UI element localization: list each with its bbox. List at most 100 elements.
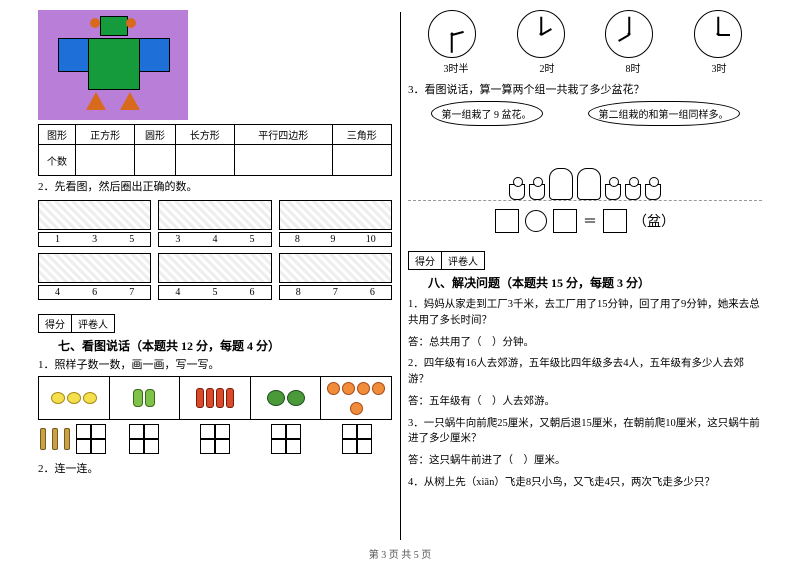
lemon-icon: [51, 392, 65, 404]
hour-hand: [718, 34, 730, 36]
n: 10: [366, 234, 376, 245]
count-tri[interactable]: [332, 145, 391, 176]
robot-arm-right: [138, 38, 170, 72]
flowerpot-icon: [509, 184, 525, 200]
fruit-cell-orange: [321, 377, 391, 419]
robot-foot-right: [120, 92, 140, 110]
robot-figure: [38, 10, 188, 120]
score-box-7: 得分 评卷人: [38, 314, 115, 333]
n: 4: [212, 234, 217, 245]
robot-foot-left: [86, 92, 106, 110]
num-choice[interactable]: 1 3 5: [38, 232, 151, 247]
robot-ear-left: [90, 18, 100, 28]
sec7-q2: 2．连一连。: [38, 460, 392, 476]
card-4: 4 6 7: [38, 253, 151, 300]
robot-body: [88, 38, 140, 90]
answer-cell[interactable]: [109, 424, 180, 454]
garden-scene: [408, 130, 762, 201]
question-text: 3．一只蜗牛向前爬25厘米，又朝后退15厘米，在朝前爬10厘米，这只蜗牛前进了多…: [408, 416, 762, 448]
fruit-cell-carrot: [180, 377, 251, 419]
grader-label: 评卷人: [442, 252, 484, 269]
n: 4: [175, 287, 180, 298]
clock-2: [517, 10, 565, 58]
count-square[interactable]: [76, 145, 135, 176]
n: 6: [250, 287, 255, 298]
card-6: 8 7 6: [279, 253, 392, 300]
num-choice[interactable]: 4 5 6: [158, 285, 271, 300]
col-tri: 三角形: [332, 125, 391, 145]
n: 9: [330, 234, 335, 245]
equals-sign: ＝: [583, 211, 597, 231]
tally-icon: [40, 428, 46, 450]
n: 3: [92, 234, 97, 245]
input-box[interactable]: [495, 209, 519, 233]
equation-row[interactable]: ＝ （盆）: [408, 209, 762, 233]
robot-ear-right: [126, 18, 136, 28]
section-8-title: 八、解决问题（本题共 15 分，每题 3 分）: [428, 276, 650, 290]
grader-label: 评卷人: [72, 315, 114, 332]
fruit-cell-watermelon: [251, 377, 322, 419]
doodle-icon: [38, 253, 151, 283]
num-choice[interactable]: 4 6 7: [38, 285, 151, 300]
score-box-8: 得分 评卷人: [408, 251, 485, 270]
card-2: 3 4 5: [158, 200, 271, 247]
num-choice[interactable]: 8 9 10: [279, 232, 392, 247]
hour-hand: [618, 34, 629, 42]
num-choice[interactable]: 8 7 6: [279, 285, 392, 300]
answer-cell[interactable]: [38, 424, 109, 454]
robot-head: [100, 16, 128, 36]
clock-3: [605, 10, 653, 58]
count-para[interactable]: [234, 145, 332, 176]
section-7-title: 七、看图说话（本题共 12 分，每题 4 分）: [58, 339, 280, 353]
col-circle: 圆形: [135, 125, 175, 145]
clock-label: 3时: [712, 60, 727, 75]
column-divider: [400, 12, 401, 540]
count-rect[interactable]: [175, 145, 234, 176]
carrot-icon: [216, 388, 224, 408]
watermelon-icon: [287, 390, 305, 406]
answer-line[interactable]: 答：这只蜗牛前进了（ ）厘米。: [408, 453, 762, 469]
pepper-icon: [145, 389, 155, 407]
hour-hand: [540, 28, 551, 36]
answer-line[interactable]: 答：五年级有（ ）人去郊游。: [408, 394, 762, 410]
doodle-icon: [38, 200, 151, 230]
q3-text: 3．看图说话，算一算两个组一共栽了多少盆花？: [408, 81, 762, 97]
orange-icon: [327, 382, 340, 395]
count-row-1: 1 3 5 3 4 5 8 9 10: [38, 200, 392, 247]
q8-4: 4．从树上先（xiān）飞走8只小鸟，又飞走4只，两次飞走多少只？: [408, 475, 762, 491]
child-icon: [577, 168, 601, 200]
n: 1: [55, 234, 60, 245]
left-column: 图形 正方形 圆形 长方形 平行四边形 三角形 个数 2．先看图，然后圈出正确的…: [30, 10, 400, 545]
pepper-icon: [133, 389, 143, 407]
num-choice[interactable]: 3 4 5: [158, 232, 271, 247]
shapes-count-table: 图形 正方形 圆形 长方形 平行四边形 三角形 个数: [38, 124, 392, 176]
answer-cell[interactable]: [250, 424, 321, 454]
grid-box: [342, 424, 372, 454]
grid-box: [129, 424, 159, 454]
question-text: 2．四年级有16人去郊游，五年级比四年级多去4人，五年级有多少人去郊游？: [408, 356, 762, 388]
input-box[interactable]: [553, 209, 577, 233]
answer-cell[interactable]: [321, 424, 392, 454]
n: 6: [370, 287, 375, 298]
hour-hand: [452, 31, 464, 36]
card-5: 4 5 6: [158, 253, 271, 300]
right-column: 3时半 2时 8时 3时 3．看图说话，算一算两个组一共栽了多少盆花？ 第一组栽…: [400, 10, 770, 545]
doodle-icon: [279, 200, 392, 230]
doodle-icon: [158, 253, 271, 283]
n: 5: [212, 287, 217, 298]
answer-cell[interactable]: [180, 424, 251, 454]
page-footer: 第 3 页 共 5 页: [0, 546, 800, 561]
orange-icon: [372, 382, 385, 395]
card-1: 1 3 5: [38, 200, 151, 247]
operator-box[interactable]: [525, 210, 547, 232]
child-icon: [549, 168, 573, 200]
clock-1: [428, 10, 476, 58]
count-circle[interactable]: [135, 145, 175, 176]
answer-line[interactable]: 答：总共用了（ ）分钟。: [408, 335, 762, 351]
clock-label: 3时半: [444, 60, 469, 75]
flowerpot-icon: [645, 184, 661, 200]
doodle-icon: [279, 253, 392, 283]
q8-3: 3．一只蜗牛向前爬25厘米，又朝后退15厘米，在朝前爬10厘米，这只蜗牛前进了多…: [408, 416, 762, 469]
result-box[interactable]: [603, 209, 627, 233]
clock-row: [408, 10, 762, 58]
